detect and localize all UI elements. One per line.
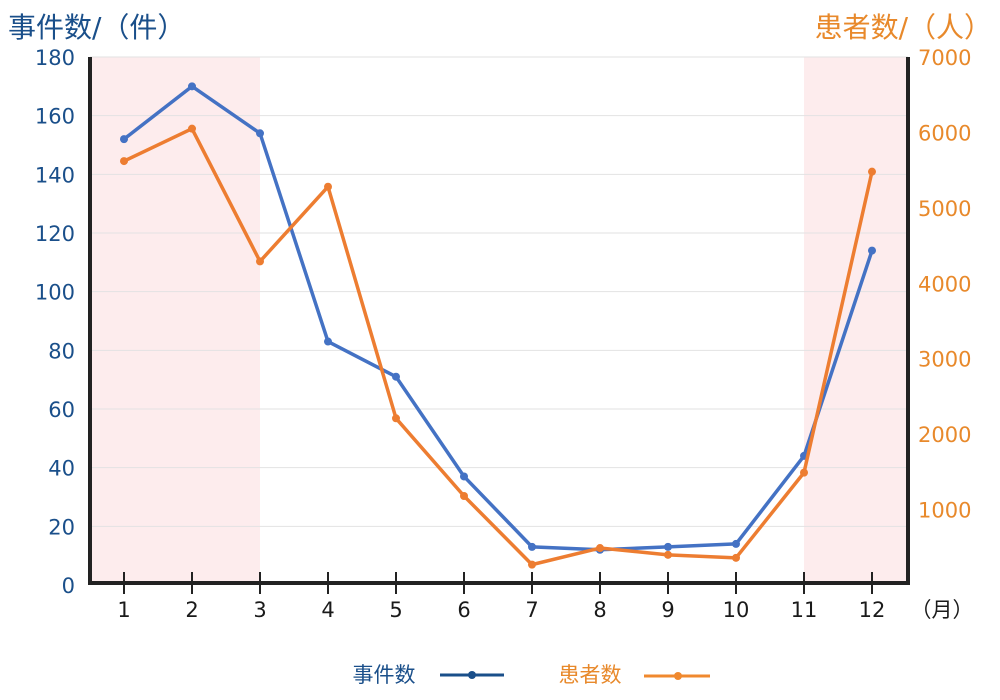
x-tick-label-9: 9 (661, 598, 674, 622)
right-y-tick-4000: 4000 (918, 272, 971, 296)
right-axis-title: 患者数/（人） (815, 11, 992, 44)
left-axis-title: 事件数/（件） (8, 11, 185, 44)
x-tick-label-5: 5 (389, 598, 402, 622)
left-y-tick-40: 40 (48, 457, 75, 481)
x-tick-label-1: 1 (117, 598, 130, 622)
series-line-0 (122, 84, 874, 552)
series-1-point-11 (800, 468, 808, 477)
series-0-point-1 (120, 135, 128, 144)
highlight-band-0 (90, 57, 260, 585)
left-y-tick-140: 140 (35, 163, 75, 187)
series-1-point-10 (732, 553, 740, 562)
left-y-tick-180: 180 (35, 46, 75, 70)
x-tick-label-2: 2 (185, 598, 198, 622)
series-0-point-6 (460, 472, 468, 481)
x-tick-label-6: 6 (457, 598, 470, 622)
series-0-point-2 (188, 82, 196, 91)
series-line-1 (123, 126, 874, 567)
left-y-tick-20: 20 (48, 515, 75, 539)
x-tick-label-10: 10 (723, 598, 750, 622)
gridlines (90, 56, 908, 527)
left-y-tick-80: 80 (48, 339, 75, 363)
series-1-point-12 (868, 167, 876, 176)
series-1-point-4 (324, 182, 332, 191)
left-y-tick-100: 100 (35, 281, 75, 305)
series-1-point-5 (392, 414, 400, 423)
series-1-point-1 (120, 157, 128, 166)
series-0-point-5 (392, 372, 400, 381)
axes (88, 57, 910, 585)
left-y-tick-60: 60 (48, 398, 75, 422)
legend-marker-patients (674, 672, 682, 680)
series-1-point-6 (460, 491, 468, 500)
series-1-point-8 (596, 544, 604, 553)
legend: 事件数 患者数 (353, 663, 710, 687)
left-y-ticks: 0 20 40 60 80 100 120 140 160 180 (35, 46, 75, 598)
legend-label-patients: 患者数 (559, 663, 622, 687)
series-1-point-2 (188, 124, 196, 133)
x-tick-label-12: 12 (859, 598, 886, 622)
highlight-bands (90, 57, 908, 585)
x-tick-label-3: 3 (253, 598, 266, 622)
x-tick-label-11: 11 (791, 598, 818, 622)
legend-marker-cases (468, 671, 476, 679)
right-y-tick-3000: 3000 (918, 348, 971, 372)
series-0-point-4 (324, 337, 332, 346)
right-y-tick-7000: 7000 (918, 46, 971, 70)
series-1-point-9 (664, 550, 672, 559)
x-ticks: 1 2 3 4 5 6 7 8 9 10 11 12 (117, 572, 885, 622)
left-y-tick-0: 0 (62, 574, 75, 598)
right-y-ticks: 1000 2000 3000 4000 5000 6000 7000 (918, 46, 971, 523)
right-y-tick-1000: 1000 (918, 499, 971, 523)
highlight-band-1 (804, 57, 908, 585)
x-unit-label: （月） (911, 598, 974, 622)
right-y-tick-6000: 6000 (918, 121, 971, 145)
left-y-tick-120: 120 (35, 222, 75, 246)
right-y-tick-5000: 5000 (918, 197, 971, 221)
left-y-tick-160: 160 (35, 105, 75, 129)
series-1-point-3 (256, 257, 264, 266)
series-lines (120, 82, 876, 569)
series-1-point-7 (528, 560, 536, 569)
series-0-point-10 (732, 539, 740, 548)
x-tick-label-7: 7 (525, 598, 538, 622)
series-0-point-7 (528, 542, 536, 551)
series-0-point-12 (868, 246, 876, 255)
right-y-tick-2000: 2000 (918, 423, 971, 447)
x-tick-label-8: 8 (593, 598, 606, 622)
series-0-point-3 (256, 129, 264, 138)
legend-label-cases: 事件数 (353, 663, 416, 687)
series-0-point-9 (664, 542, 672, 551)
x-tick-label-4: 4 (321, 598, 334, 622)
